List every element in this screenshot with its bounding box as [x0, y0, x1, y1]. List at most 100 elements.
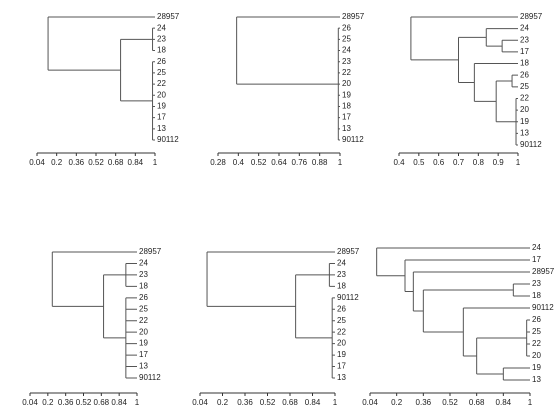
leaf-label: 13 — [139, 362, 148, 371]
x-tick-label: 0.64 — [271, 158, 287, 167]
x-tick-label: 0.52 — [88, 158, 104, 167]
leaf-label: 23 — [157, 34, 166, 43]
leaf-label: 19 — [342, 90, 351, 99]
leaf-label: 26 — [520, 70, 529, 79]
link — [501, 39, 518, 53]
link — [511, 74, 518, 88]
leaf-label: 23 — [139, 270, 148, 279]
link — [337, 27, 340, 141]
leaf-label: 17 — [342, 113, 351, 122]
x-tick-label: 0.2 — [51, 158, 63, 167]
leaf-label: 20 — [532, 351, 541, 360]
leaf-label: 90112 — [520, 140, 542, 149]
leaf-label: 13 — [342, 124, 351, 133]
leaf-label: 24 — [532, 243, 541, 252]
x-tick-label: 1 — [338, 158, 343, 167]
x-tick-label: 0.2 — [42, 398, 54, 407]
leaf-label: 28957 — [157, 12, 180, 21]
x-tick-label: 0.2 — [217, 398, 229, 407]
x-tick-label: 0.2 — [391, 398, 403, 407]
leaf-label: 90112 — [342, 135, 364, 144]
leaf-label: 28957 — [337, 247, 360, 256]
leaf-label: 23 — [520, 35, 529, 44]
leaf-label: 28957 — [139, 247, 162, 256]
x-tick-label: 1 — [516, 158, 521, 167]
leaf-label: 13 — [532, 375, 541, 384]
x-tick-label: 1 — [153, 158, 158, 167]
leaf-label: 18 — [337, 281, 346, 290]
x-tick-label: 0.04 — [192, 398, 208, 407]
link — [410, 16, 518, 61]
leaf-label: 28957 — [520, 12, 543, 21]
leaf-label: 19 — [520, 117, 529, 126]
leaf-label: 90112 — [139, 373, 161, 382]
x-tick-label: 0.9 — [493, 158, 505, 167]
leaf-label: 13 — [520, 128, 529, 137]
leaf-label: 19 — [532, 363, 541, 372]
x-tick-label: 0.68 — [282, 398, 298, 407]
link — [412, 271, 530, 312]
leaf-label: 18 — [532, 291, 541, 300]
link — [422, 289, 514, 333]
leaf-label: 17 — [520, 47, 529, 56]
leaf-label: 22 — [139, 316, 148, 325]
link — [404, 259, 530, 292]
link — [125, 262, 137, 287]
x-tick-label: 1 — [333, 398, 338, 407]
link — [512, 283, 530, 297]
leaf-label: 22 — [532, 339, 541, 348]
leaf-label: 26 — [139, 293, 148, 302]
link — [462, 307, 530, 357]
leaf-label: 17 — [139, 350, 148, 359]
x-tick-label: 0.52 — [251, 158, 267, 167]
leaf-label: 20 — [139, 327, 148, 336]
link — [515, 97, 518, 146]
leaf-label: 26 — [532, 315, 541, 324]
leaf-label: 26 — [342, 23, 351, 32]
x-tick-label: 0.84 — [305, 398, 321, 407]
leaf-label: 18 — [520, 59, 529, 68]
leaf-label: 22 — [520, 94, 529, 103]
link — [47, 16, 155, 71]
x-tick-label: 0.04 — [22, 398, 38, 407]
x-tick-label: 0.84 — [496, 398, 512, 407]
link — [502, 367, 530, 381]
leaf-label: 24 — [342, 46, 351, 55]
leaf-label: 23 — [342, 57, 351, 66]
x-tick-label: 0.6 — [433, 158, 445, 167]
x-tick-label: 0.36 — [58, 398, 74, 407]
leaf-label: 25 — [337, 316, 346, 325]
x-tick-label: 0.4 — [393, 158, 405, 167]
leaf-label: 25 — [139, 304, 148, 313]
leaf-label: 18 — [342, 102, 351, 111]
leaf-label: 20 — [337, 339, 346, 348]
link — [120, 38, 153, 102]
x-tick-label: 0.52 — [442, 398, 458, 407]
leaf-label: 26 — [157, 57, 166, 66]
leaf-label: 17 — [532, 255, 541, 264]
leaf-label: 23 — [337, 270, 346, 279]
link — [526, 319, 530, 357]
leaf-label: 24 — [157, 23, 166, 32]
leaf-label: 90112 — [157, 135, 179, 144]
leaf-label: 25 — [532, 327, 541, 336]
leaf-label: 18 — [139, 281, 148, 290]
leaf-label: 22 — [337, 327, 346, 336]
leaf-label: 17 — [337, 362, 346, 371]
link — [236, 16, 340, 85]
link — [206, 251, 335, 307]
x-tick-label: 0.04 — [29, 158, 45, 167]
leaf-label: 19 — [337, 350, 346, 359]
x-tick-label: 0.28 — [210, 158, 226, 167]
leaf-label: 28957 — [532, 267, 555, 276]
leaf-label: 17 — [157, 113, 166, 122]
leaf-label: 24 — [520, 24, 529, 33]
leaf-label: 13 — [337, 373, 346, 382]
link — [476, 337, 527, 375]
leaf-label: 28957 — [342, 12, 365, 21]
x-tick-label: 0.36 — [237, 398, 253, 407]
x-tick-label: 1 — [528, 398, 533, 407]
leaf-label: 22 — [157, 79, 166, 88]
x-tick-label: 0.52 — [76, 398, 92, 407]
leaf-label: 20 — [342, 79, 351, 88]
